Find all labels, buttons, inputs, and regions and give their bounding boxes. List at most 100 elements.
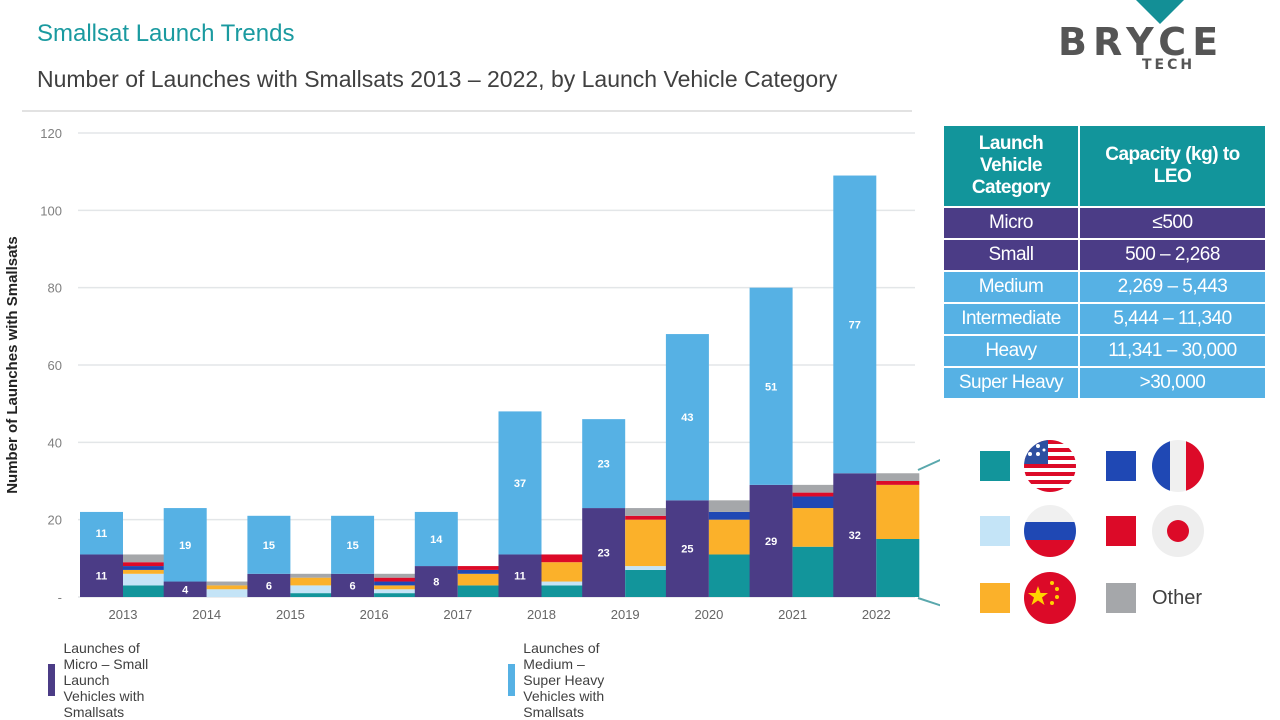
y-tick-label: - <box>58 590 62 605</box>
bar-segment-france <box>123 566 166 570</box>
bar-segment-china <box>541 562 585 582</box>
bar-segment-china <box>123 569 166 574</box>
bar-segment-micro-small <box>80 554 123 597</box>
china-flag-icon <box>1024 572 1076 624</box>
bar-data-label: 25 <box>681 544 693 556</box>
bar-segment-us <box>123 585 166 597</box>
bar-segment-micro-small <box>749 484 793 597</box>
bar-data-label: 19 <box>179 540 191 552</box>
bar-segment-japan <box>876 481 920 485</box>
bar-segment-other <box>625 508 669 516</box>
table-row: Micro ≤500 <box>942 206 1267 240</box>
bar-segment-medium-super-heavy <box>80 511 123 555</box>
bar-segment-micro-small <box>665 500 709 597</box>
legend-swatch-micro-small <box>48 664 56 696</box>
bar-segment-russia <box>206 589 250 597</box>
bar-segment-other <box>123 554 166 563</box>
y-tick-label: 80 <box>48 281 62 296</box>
bar-segment-us <box>457 585 501 597</box>
legend-label-micro-small: Launches of Micro – Small Launch Vehicle… <box>63 640 149 720</box>
bar-segment-medium-super-heavy <box>414 511 458 567</box>
x-tick-label: 2015 <box>276 607 305 622</box>
x-tick-label: 2021 <box>778 607 807 622</box>
brycetech-logo: BRYCE TECH <box>1058 0 1263 80</box>
bar-segment-japan <box>457 566 501 570</box>
x-tick-label: 2019 <box>611 607 640 622</box>
bar-segment-medium-super-heavy <box>582 419 626 509</box>
stacked-bar-chart: - 20 40 60 80 100 120 Number of Launches with … <box>4 126 940 622</box>
bar-segment-other <box>290 573 334 578</box>
bar-segment-medium-super-heavy <box>498 411 542 555</box>
bar-segment-micro-small <box>414 566 458 597</box>
bar-segment-france <box>792 496 836 509</box>
zoom-connector-bottom <box>917 597 940 607</box>
bar-segment-china <box>876 484 920 539</box>
legend-swatch-russia <box>980 516 1010 546</box>
bar-segment-china <box>625 519 669 567</box>
bar-data-label: 11 <box>514 571 526 583</box>
bar-segment-micro-small <box>331 573 375 597</box>
y-axis-ticks: - 20 40 60 80 100 120 <box>40 126 62 605</box>
bar-segment-medium-super-heavy <box>163 508 207 582</box>
y-tick-label: 40 <box>48 435 62 450</box>
bar-data-label: 43 <box>681 412 693 424</box>
bar-segment-micro-small <box>163 581 207 597</box>
y-tick-label: 60 <box>48 358 62 373</box>
legend-item-medium-super-heavy: Launches of Medium – Super Heavy Vehicle… <box>508 640 609 720</box>
bar-data-label: 11 <box>96 571 108 583</box>
bar-segment-russia <box>123 573 166 586</box>
bar-segment-us <box>374 593 418 597</box>
x-tick-label: 2014 <box>192 607 221 622</box>
bar-data-label: 15 <box>263 540 275 552</box>
x-axis-ticks: 2013 2014 2015 2016 2017 2018 2019 2020 2021 2022 <box>109 607 891 622</box>
bar-segment-china <box>792 508 836 547</box>
bar-segment-other <box>708 500 752 512</box>
bar-segment-us <box>708 554 752 597</box>
x-tick-label: 2016 <box>360 607 389 622</box>
x-tick-label: 2018 <box>527 607 556 622</box>
bar-segment-france <box>457 569 501 574</box>
bar-segment-russia <box>374 589 418 594</box>
table-row: Super Heavy >30,000 <box>942 366 1267 400</box>
bar-data-label: 51 <box>765 381 777 393</box>
bar-segment-china <box>457 573 501 586</box>
bar-segment-other <box>374 573 418 578</box>
bar-segment-china <box>290 577 334 586</box>
bar-data-label: 14 <box>430 534 443 546</box>
bar-segment-other <box>876 473 920 481</box>
bar-data-label: 6 <box>350 580 356 592</box>
x-tick-label: 2020 <box>694 607 723 622</box>
bar-segment-china <box>708 519 752 555</box>
table-row: Medium 2,269 – 5,443 <box>942 270 1267 304</box>
table-row: Heavy 11,341 – 30,000 <box>942 334 1267 368</box>
legend-swatch-france <box>1106 451 1136 481</box>
legend-label-other: Other <box>1152 587 1203 609</box>
legend-label-medium-super-heavy: Launches of Medium – Super Heavy Vehicle… <box>523 640 605 720</box>
logo-triangle-icon <box>1136 0 1184 24</box>
bar-data-label: 11 <box>96 528 108 540</box>
japan-flag-icon <box>1152 505 1204 557</box>
bar-data-label: 8 <box>433 577 439 589</box>
us-flag-icon <box>1024 440 1076 492</box>
bar-segment-russia <box>625 566 669 570</box>
vehicle-category-table: Launch Vehicle Category Capacity (kg) to LE… <box>942 124 1267 400</box>
bar-segment-micro-small <box>582 508 626 597</box>
table-row: Intermediate 5,444 – 11,340 <box>942 302 1267 336</box>
y-tick-label: 20 <box>48 513 62 528</box>
bar-data-label: 6 <box>266 580 272 592</box>
bar-segment-other <box>792 484 836 493</box>
bar-segment-russia <box>290 585 334 594</box>
logo-subtext: TECH <box>1142 57 1196 73</box>
bars: 11 11 4 19 6 15 6 15 8 14 11 37 23 23 25 43 29 51 32 77 <box>80 175 920 597</box>
zoom-connector-top <box>917 458 940 471</box>
bar-segment-japan <box>625 515 669 520</box>
bar-segment-medium-super-heavy <box>665 334 709 501</box>
table-header-capacity: Capacity (kg) to LEO <box>1078 124 1267 208</box>
bar-segment-micro-small <box>498 554 542 597</box>
bar-segment-japan <box>123 562 166 567</box>
bar-segment-russia <box>541 581 585 586</box>
bar-segment-us <box>876 539 920 597</box>
bar-segment-medium-super-heavy <box>749 287 793 485</box>
table-header-category: Launch Vehicle Category <box>942 124 1080 208</box>
bar-data-label: 32 <box>849 530 861 542</box>
